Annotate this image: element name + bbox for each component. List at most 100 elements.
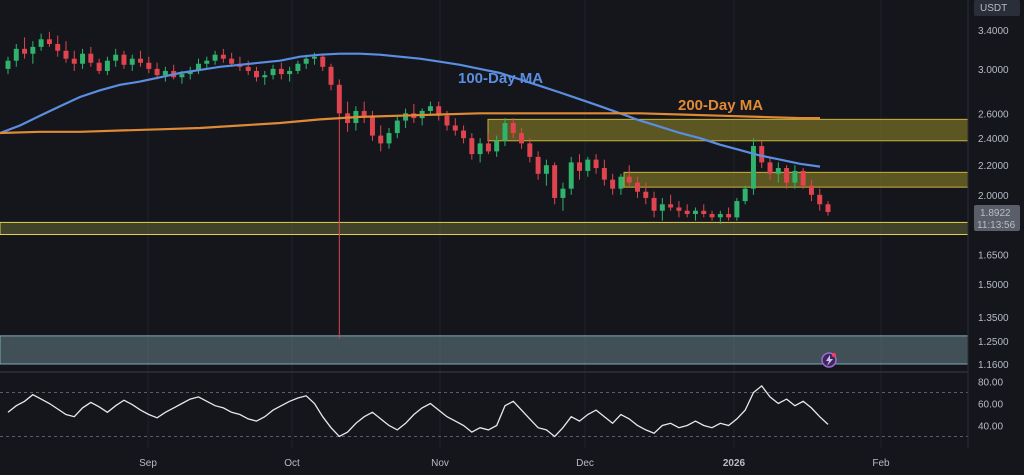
- vertical-grid: [147, 0, 882, 448]
- candle-body: [30, 46, 36, 54]
- candle-body: [676, 207, 682, 211]
- rsi-line: [7, 384, 829, 438]
- candle-body: [436, 106, 442, 116]
- price-tick-label: 1.2500: [978, 337, 1009, 348]
- candle-body: [378, 135, 384, 144]
- price-tick-label: 3.0000: [978, 65, 1009, 76]
- candle-body: [585, 159, 591, 171]
- alert-icon[interactable]: [821, 352, 837, 368]
- candle-body: [610, 179, 616, 189]
- candle-body: [593, 159, 599, 169]
- candle-body: [278, 68, 284, 75]
- candle-body: [212, 54, 218, 61]
- time-tick-label: 2026: [723, 458, 746, 469]
- current-price-value: 1.8922: [980, 208, 1011, 219]
- candle-body: [13, 48, 19, 61]
- moving-average-label: 200-Day MA: [678, 97, 763, 114]
- candle-body: [767, 162, 773, 174]
- candle-body: [63, 50, 69, 59]
- price-tick-label: 1.1600: [978, 360, 1009, 371]
- moving-averages: [0, 52, 821, 168]
- candle-body: [552, 165, 558, 198]
- candle-body: [494, 140, 500, 152]
- candle-body: [651, 197, 657, 211]
- candle-body: [709, 214, 715, 218]
- candle-body: [626, 176, 632, 183]
- candle-body: [80, 53, 86, 64]
- candle-body: [568, 162, 574, 189]
- demand-zone: [0, 335, 969, 365]
- candle-body: [692, 210, 698, 215]
- candle-body: [55, 44, 61, 51]
- time-tick-label: Sep: [139, 458, 157, 469]
- moving-average-line: [0, 52, 821, 168]
- price-tick-label: 1.3500: [978, 313, 1009, 324]
- candle-body: [394, 120, 400, 134]
- candle-body: [245, 66, 251, 71]
- candle-body: [750, 146, 756, 189]
- time-tick-label: Feb: [872, 458, 890, 469]
- candle-body: [726, 214, 732, 218]
- candle-body: [800, 170, 806, 186]
- candle-body: [179, 74, 185, 78]
- candle-body: [254, 70, 259, 78]
- candle-body: [162, 70, 168, 76]
- current-price-countdown: 11:13:56: [977, 220, 1016, 231]
- candle-body: [369, 115, 375, 136]
- candle-body: [287, 70, 293, 75]
- candle-body: [311, 56, 317, 59]
- candle-body: [38, 39, 44, 47]
- currency-label: USDT: [974, 0, 1020, 16]
- candle-body: [817, 194, 823, 205]
- candle-body: [543, 165, 549, 174]
- candle-body: [303, 58, 309, 64]
- candle-body: [775, 168, 781, 174]
- candle-body: [154, 68, 160, 76]
- candle-body: [560, 188, 566, 198]
- candle-body: [734, 201, 740, 218]
- candle-body: [618, 176, 624, 189]
- candle-body: [668, 204, 674, 208]
- candle-body: [659, 204, 665, 211]
- candle-body: [825, 204, 831, 213]
- candle-body: [485, 143, 491, 152]
- price-axis[interactable]: 3.4000 3.0000 2.6000 2.4000 2.2000 2.0000 1.65…: [978, 26, 1009, 371]
- candle-body: [386, 133, 392, 144]
- price-tick-label: 2.0000: [978, 191, 1009, 202]
- rsi-panel: [0, 384, 968, 438]
- candle-body: [129, 58, 135, 65]
- candles: [5, 31, 831, 339]
- candle-body: [113, 54, 119, 61]
- rsi-tick-label: 40.00: [978, 422, 1003, 433]
- candle-body: [452, 125, 458, 131]
- candle-body: [427, 106, 433, 111]
- resistance-zone: [487, 118, 969, 142]
- candle-body: [262, 75, 268, 78]
- candle-body: [121, 54, 127, 65]
- candle-body: [204, 60, 210, 64]
- price-tick-label: 2.6000: [978, 109, 1009, 120]
- moving-average-labels: 100-Day MA 200-Day MA: [458, 70, 763, 114]
- candle-body: [643, 191, 649, 198]
- candle-body: [519, 133, 525, 144]
- currency-text: USDT: [980, 3, 1007, 14]
- candle-body: [336, 84, 342, 114]
- candle-body: [46, 39, 52, 45]
- candle-body: [403, 113, 409, 121]
- candle-body: [361, 110, 367, 116]
- candle-body: [527, 143, 533, 157]
- candle-body: [635, 182, 640, 192]
- price-tick-label: 1.6500: [978, 251, 1009, 262]
- candle-body: [717, 214, 723, 218]
- candle-body: [759, 146, 765, 163]
- rsi-axis: 80.00 60.00 40.00: [978, 378, 1003, 433]
- candle-body: [684, 210, 690, 215]
- candle-body: [784, 168, 790, 183]
- candle-body: [96, 62, 102, 71]
- candle-body: [295, 63, 301, 71]
- time-axis[interactable]: Sep Oct Nov Dec 2026 Feb: [139, 458, 890, 469]
- candle-body: [477, 143, 483, 155]
- price-tick-label: 1.5000: [978, 280, 1009, 291]
- candle-body: [5, 60, 11, 69]
